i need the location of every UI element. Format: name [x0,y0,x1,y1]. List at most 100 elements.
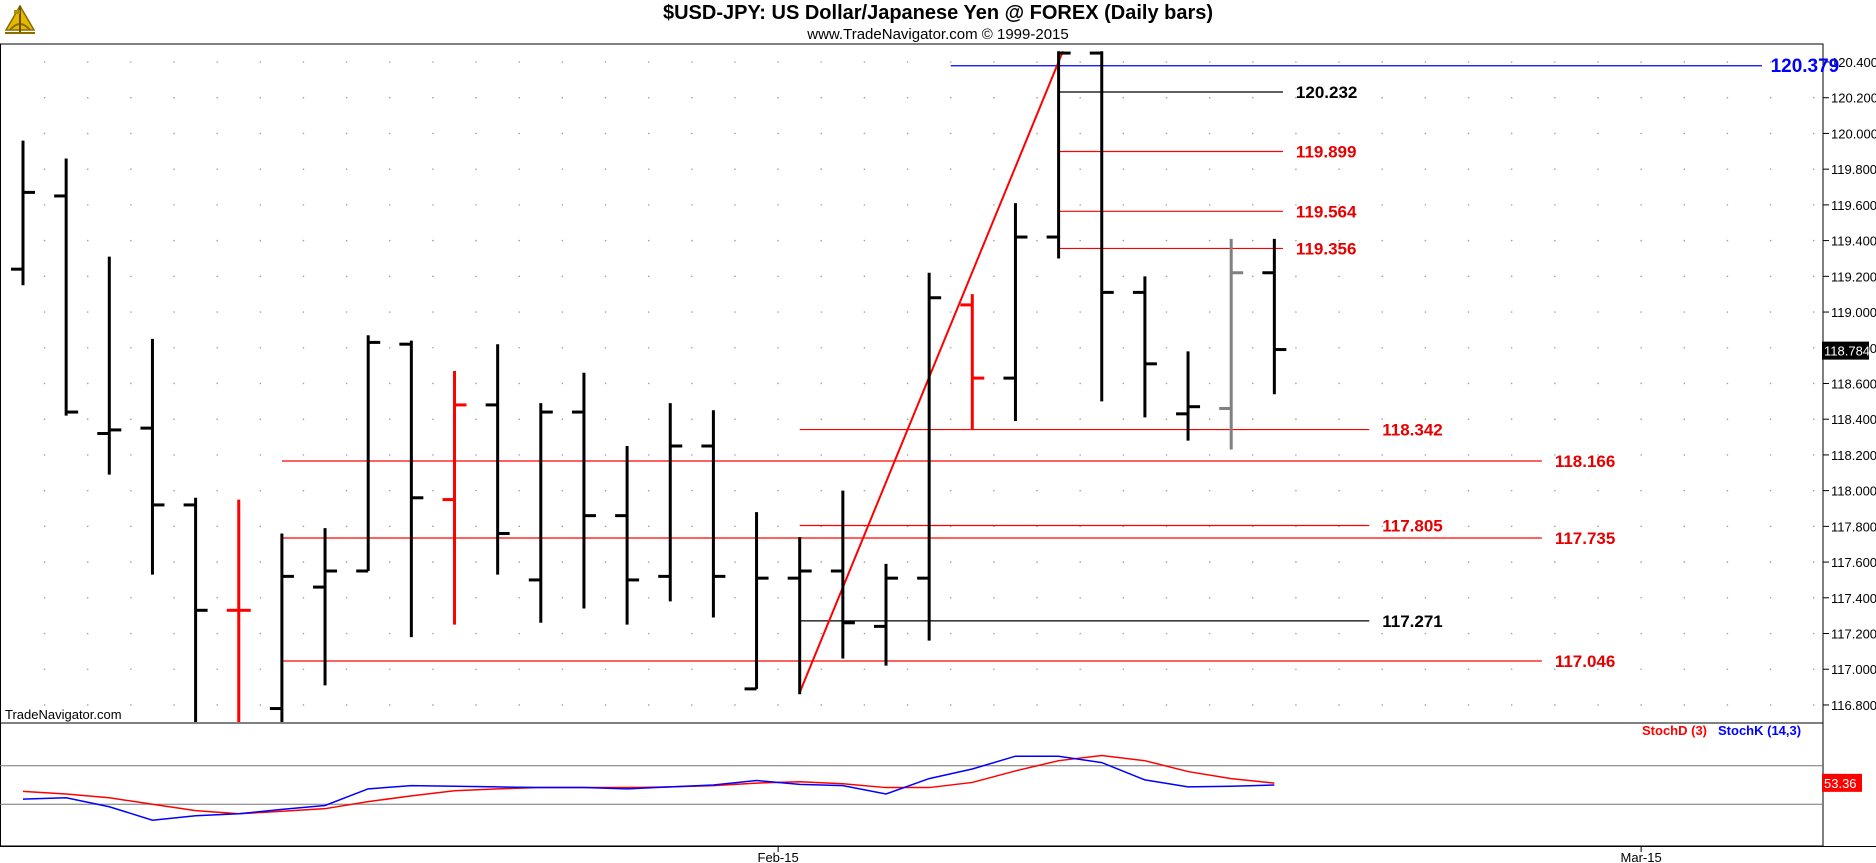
grid-dot [604,275,607,278]
grid-dot [691,346,693,349]
grid-dot [345,311,348,313]
grid-dot [906,346,909,349]
grid-dot [1165,239,1168,242]
grid-dot [1295,597,1297,599]
grid-dot [1208,61,1211,63]
stoch-last-tag: 53.36 [1824,776,1857,791]
grid-dot [432,489,434,492]
grid-dot [604,561,607,563]
y-tick-label: 117.000 [1831,662,1876,677]
grid-dot [86,96,89,99]
grid-dot [777,311,779,313]
grid-dot [1510,525,1513,528]
grid-dot [432,418,434,421]
grid-dot [1726,454,1729,456]
fib-level-label: 119.356 [1296,239,1357,258]
grid-dot [475,346,477,349]
grid-dot [173,96,175,99]
grid-dot [259,454,262,456]
grid-dot [1036,311,1038,313]
grid-dot [1036,168,1038,170]
grid-dot [1079,418,1081,421]
grid-dot [1683,239,1686,242]
grid-dot [1424,239,1427,242]
grid-dot [1640,132,1642,135]
grid-dot [259,632,262,635]
grid-dot [388,489,391,492]
grid-dot [432,311,434,313]
trendline [798,50,1064,693]
grid-dot [561,168,564,170]
grid-dot [863,239,866,242]
grid-dot [993,597,995,599]
grid-dot [604,382,607,385]
grid-dot [1467,275,1470,278]
grid-dot [1683,311,1686,313]
grid-dot [1122,597,1125,599]
grid-dot [1208,168,1211,170]
grid-dot [1338,204,1340,206]
grid-dot [1769,525,1772,528]
grid-dot [518,61,521,63]
grid-dot [1640,704,1642,706]
grid-dot [734,311,736,313]
grid-dot [388,346,391,349]
grid-dot [949,454,952,456]
grid-dot [216,204,218,206]
grid-dot [1812,132,1815,135]
grid-dot [949,239,952,242]
grid-dot [173,489,175,492]
grid-dot [43,704,46,706]
grid-dot [604,61,607,63]
grid-dot [302,275,305,278]
grid-dot [1338,418,1340,421]
grid-dot [302,418,305,421]
grid-dot [130,561,132,563]
grid-dot [647,632,650,635]
grid-dot [561,704,564,706]
grid-dot [1165,168,1168,170]
ohlc-bar [356,335,381,573]
grid-dot [949,132,952,135]
grid-dot [1295,668,1297,671]
grid-dot [1424,525,1427,528]
grid-dot [1467,489,1470,492]
grid-dot [1597,96,1599,99]
ohlc-bar [54,158,79,416]
grid-dot [993,418,995,421]
ohlc-bar [442,370,467,625]
grid-dot [949,632,952,635]
grid-dot [949,668,952,671]
grid-dot [1640,597,1642,599]
fib-level-label: 120.232 [1296,83,1357,102]
grid-dot [1812,597,1815,599]
grid-dot [1640,382,1642,385]
grid-dot [43,382,46,385]
grid-dot [345,275,348,278]
grid-dot [1122,96,1125,99]
grid-dot [173,168,175,170]
grid-dot [345,96,348,99]
grid-dot [1812,632,1815,635]
grid-dot [949,311,952,313]
grid-dot [1683,204,1686,206]
y-tick-label: 118.200 [1831,448,1876,463]
grid-dot [777,96,779,99]
grid-dot [1640,632,1642,635]
fib-level-label: 117.271 [1382,612,1443,631]
grid-dot [561,61,564,63]
grid-dot [302,668,305,671]
grid-dot [1381,346,1384,349]
grid-dot [1424,418,1427,421]
grid-dot [259,275,262,278]
grid-dot [691,597,693,599]
grid-dot [949,204,952,206]
grid-dot [130,311,132,313]
grid-dot [993,561,995,563]
watermark: TradeNavigator.com [5,707,122,722]
grid-dot [1510,275,1513,278]
grid-dot [820,489,823,492]
grid-dot [1251,561,1254,563]
grid-dot [1812,454,1815,456]
grid-dot [1079,132,1081,135]
